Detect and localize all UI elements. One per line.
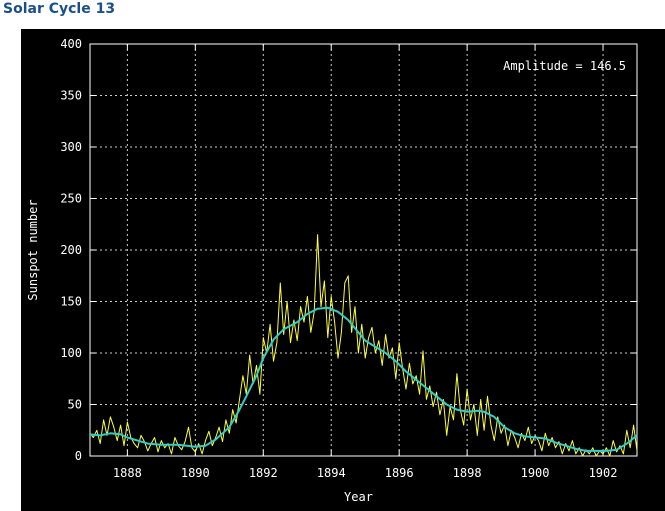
y-axis-label: Sunspot number	[26, 199, 40, 300]
x-tick-label: 1894	[317, 466, 346, 480]
y-tick-label: 350	[60, 89, 82, 103]
y-tick-label: 100	[60, 346, 82, 360]
x-tick-label: 1902	[589, 466, 618, 480]
smoothed-series-line	[89, 306, 638, 452]
x-tick-label: 1898	[453, 466, 482, 480]
monthly-series-line	[89, 234, 638, 457]
x-tick-label: 1896	[385, 466, 414, 480]
plot-frame	[89, 43, 638, 457]
y-tick-label: 200	[60, 243, 82, 257]
page-title: Solar Cycle 13	[3, 1, 116, 17]
x-tick-label: 1888	[113, 466, 142, 480]
x-tick-label: 1892	[249, 466, 278, 480]
x-tick-label: 1900	[521, 466, 550, 480]
amplitude-annotation: Amplitude = 146.5	[503, 59, 626, 73]
y-tick-label: 0	[75, 449, 82, 463]
sunspot-chart: 0 50 100 150 200 250 300 350 400 1888 1890 1892 1894…	[26, 37, 638, 504]
y-tick-label: 250	[60, 192, 82, 206]
x-axis-label: Year	[344, 490, 373, 504]
y-tick-label: 50	[68, 398, 82, 412]
y-tick-label: 400	[60, 37, 82, 51]
y-tick-label: 300	[60, 140, 82, 154]
chart-panel: 0 50 100 150 200 250 300 350 400 1888 1890 1892 1894…	[21, 29, 665, 511]
y-tick-label: 150	[60, 295, 82, 309]
x-tick-label: 1890	[181, 466, 210, 480]
